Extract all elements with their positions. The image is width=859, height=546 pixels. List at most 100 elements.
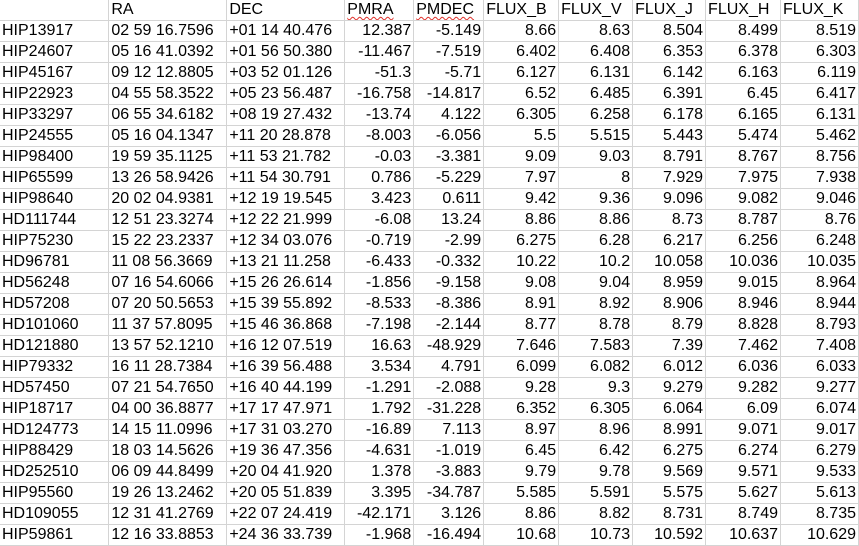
cell-ra[interactable]: 13 57 52.1210	[108, 335, 228, 357]
cell-flux-v[interactable]: 9.78	[558, 461, 634, 483]
cell-pmra[interactable]: 3.423	[344, 188, 415, 210]
cell-pmra[interactable]: 0.786	[344, 167, 415, 189]
cell-dec[interactable]: +12 19 19.545	[226, 188, 346, 210]
cell-flux-h[interactable]: 8.499	[705, 20, 781, 42]
cell-flux-h[interactable]: 9.082	[705, 188, 781, 210]
cell-flux-h[interactable]: 6.036	[705, 356, 781, 378]
cell-dec[interactable]: +16 40 44.199	[226, 377, 346, 399]
cell-flux-v[interactable]: 6.131	[558, 62, 634, 84]
cell-flux-b[interactable]: 8.97	[483, 419, 560, 441]
cell-id[interactable]: HD252510	[0, 461, 110, 483]
cell-flux-k[interactable]: 6.131	[780, 104, 859, 126]
cell-pmra[interactable]: -13.74	[344, 104, 415, 126]
cell-flux-j[interactable]: 6.064	[632, 398, 707, 420]
cell-pmra[interactable]: -4.631	[344, 440, 415, 462]
cell-pmra[interactable]: -1.856	[344, 272, 415, 294]
cell-flux-b[interactable]: 6.402	[483, 41, 560, 63]
cell-pmdec[interactable]: -7.519	[413, 41, 485, 63]
cell-flux-j[interactable]: 6.142	[632, 62, 707, 84]
cell-pmdec[interactable]: 0.611	[413, 188, 485, 210]
cell-id[interactable]: HIP45167	[0, 62, 110, 84]
cell-pmdec[interactable]: -1.019	[413, 440, 485, 462]
cell-pmdec[interactable]: 13.24	[413, 209, 485, 231]
cell-flux-k[interactable]: 6.248	[780, 230, 859, 252]
cell-dec[interactable]: +01 56 50.380	[226, 41, 346, 63]
cell-flux-b[interactable]: 6.099	[483, 356, 560, 378]
cell-flux-v[interactable]: 8.78	[558, 314, 634, 336]
cell-flux-j[interactable]: 6.178	[632, 104, 707, 126]
cell-pmra[interactable]: -6.08	[344, 209, 415, 231]
cell-flux-j[interactable]: 6.275	[632, 440, 707, 462]
cell-flux-k[interactable]: 6.279	[780, 440, 859, 462]
cell-id[interactable]: HIP33297	[0, 104, 110, 126]
header-cell-flux-h[interactable]: FLUX_H	[705, 0, 781, 21]
cell-ra[interactable]: 02 59 16.7596	[108, 20, 228, 42]
cell-flux-b[interactable]: 6.352	[483, 398, 560, 420]
cell-ra[interactable]: 04 00 36.8877	[108, 398, 228, 420]
cell-ra[interactable]: 05 16 41.0392	[108, 41, 228, 63]
cell-pmdec[interactable]: -14.817	[413, 83, 485, 105]
cell-dec[interactable]: +19 36 47.356	[226, 440, 346, 462]
cell-flux-h[interactable]: 5.627	[705, 482, 781, 504]
header-cell-dec[interactable]: DEC	[226, 0, 346, 21]
cell-id[interactable]: HD121880	[0, 335, 110, 357]
cell-id[interactable]: HD124773	[0, 419, 110, 441]
cell-ra[interactable]: 07 20 50.5653	[108, 293, 228, 315]
cell-flux-v[interactable]: 6.485	[558, 83, 634, 105]
cell-flux-k[interactable]: 8.756	[780, 146, 859, 168]
cell-flux-v[interactable]: 9.03	[558, 146, 634, 168]
cell-id[interactable]: HD57208	[0, 293, 110, 315]
cell-flux-b[interactable]: 8.77	[483, 314, 560, 336]
cell-id[interactable]: HIP98640	[0, 188, 110, 210]
cell-flux-k[interactable]: 9.533	[780, 461, 859, 483]
cell-flux-k[interactable]: 6.074	[780, 398, 859, 420]
cell-pmra[interactable]: -1.291	[344, 377, 415, 399]
cell-pmdec[interactable]: -2.088	[413, 377, 485, 399]
cell-flux-h[interactable]: 7.975	[705, 167, 781, 189]
cell-flux-b[interactable]: 6.127	[483, 62, 560, 84]
cell-flux-j[interactable]: 5.443	[632, 125, 707, 147]
cell-dec[interactable]: +17 31 03.270	[226, 419, 346, 441]
cell-pmra[interactable]: 3.395	[344, 482, 415, 504]
cell-flux-v[interactable]: 8.63	[558, 20, 634, 42]
cell-flux-h[interactable]: 6.378	[705, 41, 781, 63]
cell-pmdec[interactable]: 7.113	[413, 419, 485, 441]
cell-pmra[interactable]: -7.198	[344, 314, 415, 336]
cell-flux-k[interactable]: 5.613	[780, 482, 859, 504]
cell-flux-h[interactable]: 9.071	[705, 419, 781, 441]
cell-flux-v[interactable]: 8.92	[558, 293, 634, 315]
cell-flux-h[interactable]: 6.163	[705, 62, 781, 84]
cell-flux-v[interactable]: 8.82	[558, 503, 634, 525]
cell-pmdec[interactable]: -8.386	[413, 293, 485, 315]
cell-flux-v[interactable]: 6.408	[558, 41, 634, 63]
cell-flux-h[interactable]: 6.45	[705, 83, 781, 105]
cell-id[interactable]: HD96781	[0, 251, 110, 273]
cell-flux-j[interactable]: 10.592	[632, 524, 707, 546]
cell-flux-v[interactable]: 10.73	[558, 524, 634, 546]
cell-flux-k[interactable]: 6.417	[780, 83, 859, 105]
cell-flux-k[interactable]: 9.277	[780, 377, 859, 399]
cell-flux-v[interactable]: 5.591	[558, 482, 634, 504]
cell-pmdec[interactable]: -48.929	[413, 335, 485, 357]
cell-pmdec[interactable]: -0.332	[413, 251, 485, 273]
cell-ra[interactable]: 12 16 33.8853	[108, 524, 228, 546]
cell-flux-k[interactable]: 9.017	[780, 419, 859, 441]
cell-dec[interactable]: +03 52 01.126	[226, 62, 346, 84]
cell-ra[interactable]: 06 55 34.6182	[108, 104, 228, 126]
cell-flux-j[interactable]: 8.906	[632, 293, 707, 315]
cell-dec[interactable]: +15 39 55.892	[226, 293, 346, 315]
cell-flux-b[interactable]: 10.22	[483, 251, 560, 273]
cell-pmra[interactable]: -16.758	[344, 83, 415, 105]
cell-flux-b[interactable]: 8.86	[483, 209, 560, 231]
cell-pmra[interactable]: -1.968	[344, 524, 415, 546]
cell-pmdec[interactable]: 3.126	[413, 503, 485, 525]
cell-flux-j[interactable]: 8.991	[632, 419, 707, 441]
cell-flux-k[interactable]: 5.462	[780, 125, 859, 147]
cell-flux-h[interactable]: 6.256	[705, 230, 781, 252]
cell-dec[interactable]: +20 04 41.920	[226, 461, 346, 483]
cell-flux-k[interactable]: 10.629	[780, 524, 859, 546]
cell-flux-k[interactable]: 7.408	[780, 335, 859, 357]
cell-dec[interactable]: +01 14 40.476	[226, 20, 346, 42]
cell-flux-h[interactable]: 9.282	[705, 377, 781, 399]
cell-flux-v[interactable]: 6.258	[558, 104, 634, 126]
